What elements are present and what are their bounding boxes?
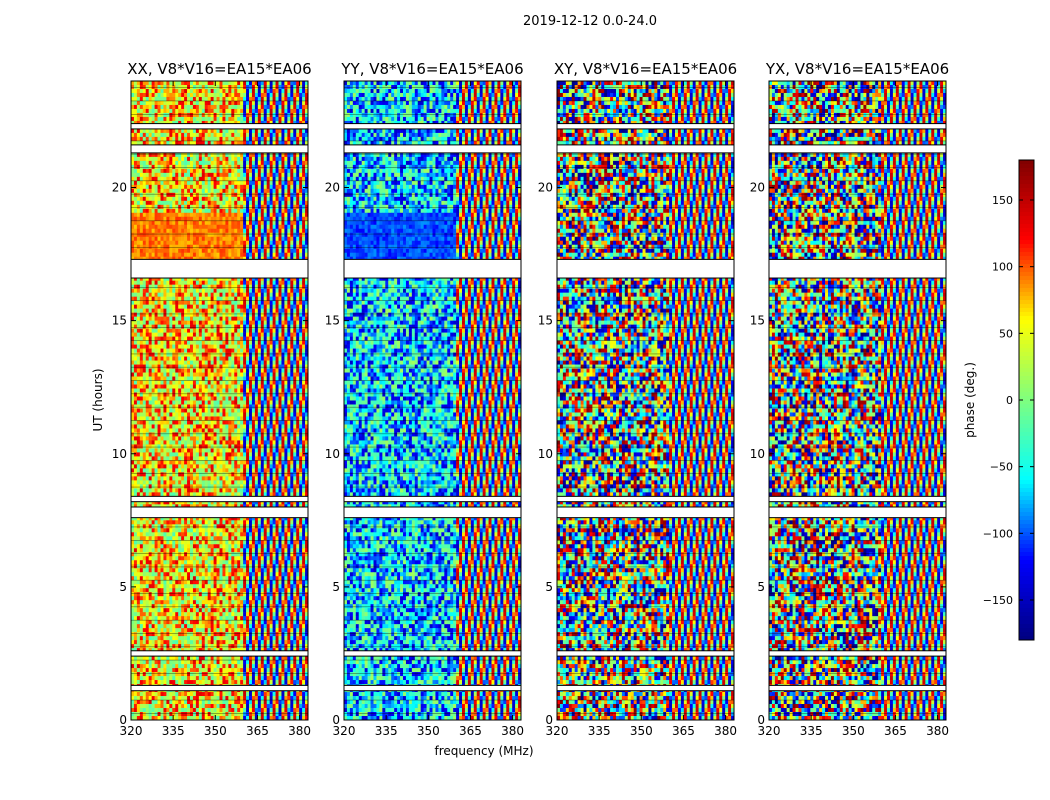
figure-title: 2019-12-12 0.0-24.0 xyxy=(0,14,1050,29)
y-tick-label: 15 xyxy=(112,314,127,328)
x-tick-label: 380 xyxy=(714,724,737,738)
x-tick-label: 335 xyxy=(162,724,185,738)
flagged-band xyxy=(556,144,735,154)
colorbar-tick-label: −150 xyxy=(983,594,1013,607)
x-tick-label: 365 xyxy=(459,724,482,738)
flagged-band xyxy=(343,684,522,692)
flagged-band xyxy=(130,684,309,692)
x-tick-label: 350 xyxy=(204,724,227,738)
x-tick-label: 335 xyxy=(375,724,398,738)
y-tick-label: 15 xyxy=(750,314,765,328)
axes-frame xyxy=(343,80,522,721)
y-tick-label: 5 xyxy=(545,580,553,594)
phase-raster xyxy=(344,81,522,721)
phase-raster xyxy=(557,81,735,721)
y-tick-label: 5 xyxy=(332,580,340,594)
y-tick-label: 10 xyxy=(112,447,127,461)
flagged-band xyxy=(130,506,309,519)
x-tick-label: 335 xyxy=(588,724,611,738)
colorbar-tick-label: −100 xyxy=(983,527,1013,540)
flagged-band xyxy=(556,684,735,692)
x-tick-label: 365 xyxy=(884,724,907,738)
y-tick-label: 0 xyxy=(332,713,340,727)
y-tick-label: 15 xyxy=(325,314,340,328)
flagged-band xyxy=(343,506,522,519)
flagged-band xyxy=(130,650,309,657)
x-tick-label: 365 xyxy=(246,724,269,738)
flagged-band xyxy=(130,495,309,503)
colorbar: 150 100 50 0 −50 −100 −150 phase (deg.) xyxy=(963,159,1035,641)
x-tick-label: 335 xyxy=(800,724,823,738)
y-tick-label: 0 xyxy=(757,713,765,727)
y-tick-label: 20 xyxy=(750,181,765,195)
flagged-band xyxy=(556,506,735,519)
flagged-band xyxy=(556,650,735,657)
flagged-band xyxy=(343,123,522,130)
flagged-band xyxy=(343,258,522,279)
scan-lines xyxy=(557,87,734,714)
phase-raster xyxy=(769,81,947,721)
colorbar-tick-label: 0 xyxy=(1006,394,1013,407)
y-tick-label: 0 xyxy=(119,713,127,727)
y-axis-label: UT (hours) xyxy=(91,368,105,431)
x-tick-label: 365 xyxy=(672,724,695,738)
colorbar-tick-label: 100 xyxy=(992,261,1013,274)
y-tick-label: 20 xyxy=(325,181,340,195)
x-tick-label: 350 xyxy=(630,724,653,738)
y-tick-label: 15 xyxy=(538,314,553,328)
y-tick-label: 20 xyxy=(112,181,127,195)
flagged-band xyxy=(556,123,735,130)
x-axis-label: frequency (MHz) xyxy=(434,744,533,758)
panel-0: XX, V8*V16=EA15*EA06 320 335 350 365 380 0 5 10 1… xyxy=(112,60,312,738)
axes-frame xyxy=(768,80,947,721)
panel-title: XX, V8*V16=EA15*EA06 xyxy=(127,60,311,78)
x-tick-label: 320 xyxy=(546,724,569,738)
flagged-band xyxy=(768,684,947,692)
colorbar-tick-label: −50 xyxy=(990,461,1013,474)
flagged-band xyxy=(343,495,522,503)
flagged-band xyxy=(130,123,309,130)
flagged-band xyxy=(556,495,735,503)
flagged-band xyxy=(768,495,947,503)
x-tick-label: 350 xyxy=(842,724,865,738)
x-tick-label: 320 xyxy=(120,724,143,738)
x-tick-label: 380 xyxy=(288,724,311,738)
x-tick-label: 350 xyxy=(417,724,440,738)
axes-frame xyxy=(556,80,735,721)
y-tick-label: 10 xyxy=(538,447,553,461)
flagged-band xyxy=(768,650,947,657)
x-tick-label: 320 xyxy=(333,724,356,738)
panel-1: YY, V8*V16=EA15*EA06 320 335 350 365 380 0 5 10 1… xyxy=(325,60,524,738)
colorbar-label: phase (deg.) xyxy=(963,362,977,438)
x-tick-label: 320 xyxy=(758,724,781,738)
y-tick-label: 5 xyxy=(757,580,765,594)
flagged-band xyxy=(556,258,735,279)
panel-title: YY, V8*V16=EA15*EA06 xyxy=(340,60,523,78)
flagged-band xyxy=(130,258,309,279)
panel-3: YX, V8*V16=EA15*EA06 320 335 350 365 380 0 5 10 1… xyxy=(750,60,949,738)
panel-2: XY, V8*V16=EA15*EA06 320 335 350 365 380 0 5 10 1… xyxy=(538,60,737,738)
colorbar-tick-label: 50 xyxy=(999,327,1013,340)
flagged-band xyxy=(768,144,947,154)
x-tick-label: 380 xyxy=(501,724,524,738)
flagged-band xyxy=(768,123,947,130)
y-tick-label: 5 xyxy=(119,580,127,594)
y-tick-label: 10 xyxy=(750,447,765,461)
flagged-band xyxy=(343,144,522,154)
y-tick-label: 20 xyxy=(538,181,553,195)
y-tick-label: 10 xyxy=(325,447,340,461)
flagged-band xyxy=(130,144,309,154)
panel-title: YX, V8*V16=EA15*EA06 xyxy=(765,60,949,78)
x-tick-label: 380 xyxy=(926,724,949,738)
phase-raster xyxy=(131,81,309,721)
axes-frame xyxy=(130,80,309,721)
panel-title: XY, V8*V16=EA15*EA06 xyxy=(554,60,737,78)
flagged-band xyxy=(768,258,947,279)
flagged-band xyxy=(768,506,947,519)
flagged-band xyxy=(343,650,522,657)
colorbar-tick-label: 150 xyxy=(992,194,1013,207)
y-tick-label: 0 xyxy=(545,713,553,727)
